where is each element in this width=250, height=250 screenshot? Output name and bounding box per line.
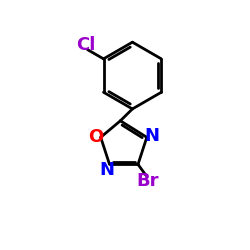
Text: N: N [145, 127, 160, 145]
Text: Cl: Cl [76, 36, 96, 54]
Text: O: O [88, 128, 103, 146]
Text: N: N [100, 161, 114, 179]
Text: Br: Br [136, 172, 158, 190]
